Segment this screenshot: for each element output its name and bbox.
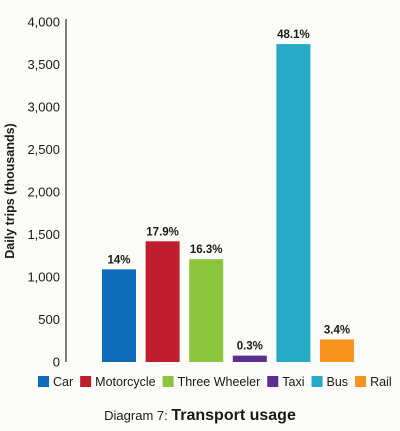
y-tick-label: 500 <box>38 312 60 327</box>
data-label: 17.9% <box>146 226 179 238</box>
legend-label: Taxi <box>282 375 304 389</box>
bar-motorcycle <box>145 241 180 362</box>
bar-car <box>102 269 136 362</box>
y-tick-label: 2,000 <box>27 185 60 200</box>
y-tick-label: 4,000 <box>27 15 60 30</box>
y-axis-ticks: 0 500 1,000 1,500 2,000 2,500 3,000 3,500 4,000 <box>27 15 60 370</box>
legend-label: Rail <box>370 375 392 389</box>
legend-label: Bus <box>327 375 349 389</box>
bars <box>102 44 354 362</box>
y-tick-label: 2,500 <box>27 142 60 157</box>
y-axis-title: Daily trips (thousands) <box>3 123 17 258</box>
y-tick-label: 1,000 <box>27 270 60 285</box>
data-label: 3.4% <box>324 324 350 336</box>
legend-label: Car <box>53 375 73 389</box>
chart-caption: Diagram 7: Transport usage <box>104 407 296 424</box>
data-labels: 14% 17.9% 16.3% 0.3% 48.1% 3.4% <box>107 29 350 353</box>
legend-swatch <box>80 376 92 387</box>
y-tick-label: 1,500 <box>27 227 60 242</box>
bar-bus <box>276 44 311 362</box>
legend-swatch <box>162 376 174 387</box>
legend-swatch <box>311 376 323 387</box>
legend-swatch <box>38 376 49 387</box>
legend-swatch <box>267 376 279 387</box>
data-label: 48.1% <box>277 29 310 41</box>
y-tick-label: 3,000 <box>27 100 60 115</box>
legend-label: Three Wheeler <box>178 375 261 389</box>
caption-prefix: Diagram 7: <box>104 408 171 423</box>
caption-title: Transport usage <box>171 407 296 424</box>
legend-label: Motorcycle <box>95 375 155 389</box>
bar-three-wheeler <box>189 259 224 362</box>
legend-swatch <box>355 376 367 387</box>
data-label: 0.3% <box>237 341 263 353</box>
data-label: 16.3% <box>190 244 223 256</box>
y-tick-label: 0 <box>53 355 60 370</box>
bar-taxi <box>232 355 267 362</box>
legend: Car Motorcycle Three Wheeler Taxi Bus Rail <box>38 375 392 389</box>
y-tick-label: 3,500 <box>27 57 60 72</box>
bar-rail <box>320 339 354 362</box>
data-label: 14% <box>107 254 130 266</box>
